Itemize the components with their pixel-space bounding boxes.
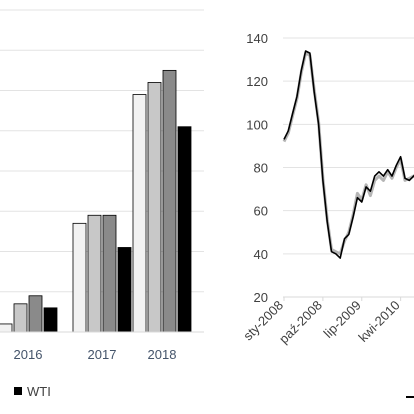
legend-swatch-wti: [14, 387, 22, 395]
line-chart-series: [282, 50, 414, 259]
bar-2016-series-2: [13, 303, 28, 333]
bar-2018-series-4: [177, 126, 192, 333]
bar-2017-series-2: [87, 214, 102, 333]
bar-2018-series-1: [132, 94, 147, 333]
bar-2017-series-3: [102, 214, 117, 333]
line-x-tick-label: kwi-2010: [355, 298, 402, 345]
bar-chart-bars: [0, 69, 192, 333]
bar-2018-series-3: [162, 69, 177, 333]
line-series-2: [283, 50, 414, 259]
bar-2016-series-3: [28, 295, 43, 333]
bar-x-tick-label: 2017: [88, 347, 117, 362]
line-y-tick-label: 140: [246, 31, 268, 46]
bar-chart-panel: 2016 2017 2018 WTI: [0, 9, 204, 399]
line-x-tick-label: paź-2008: [276, 298, 325, 347]
bar-2016-series-1: [0, 323, 13, 333]
line-y-tick-label: 80: [254, 161, 268, 176]
bar-2016-series-4: [43, 307, 58, 333]
bar-2018-series-2: [147, 82, 162, 333]
bar-chart-x-tick-labels: 2016 2017 2018: [14, 347, 177, 362]
bar-2017-series-1: [72, 222, 87, 333]
line-series-1: [282, 51, 414, 256]
bar-x-tick-label: 2018: [148, 347, 177, 362]
bar-2017-series-4: [117, 247, 132, 333]
line-y-tick-label: 40: [254, 247, 268, 262]
line-y-tick-label: 60: [254, 204, 268, 219]
line-y-tick-label: 100: [246, 117, 268, 132]
bar-chart-gridlines: [0, 9, 204, 293]
bar-chart-legend: WTI: [14, 384, 51, 399]
bar-x-tick-label: 2016: [14, 347, 43, 362]
line-y-tick-label: 120: [246, 74, 268, 89]
line-chart-gridlines: [283, 37, 414, 255]
line-chart-y-tick-labels: 20 40 60 80 100 120 140: [246, 31, 268, 305]
line-y-tick-label: 20: [254, 290, 268, 305]
legend-label-wti: WTI: [27, 384, 51, 399]
